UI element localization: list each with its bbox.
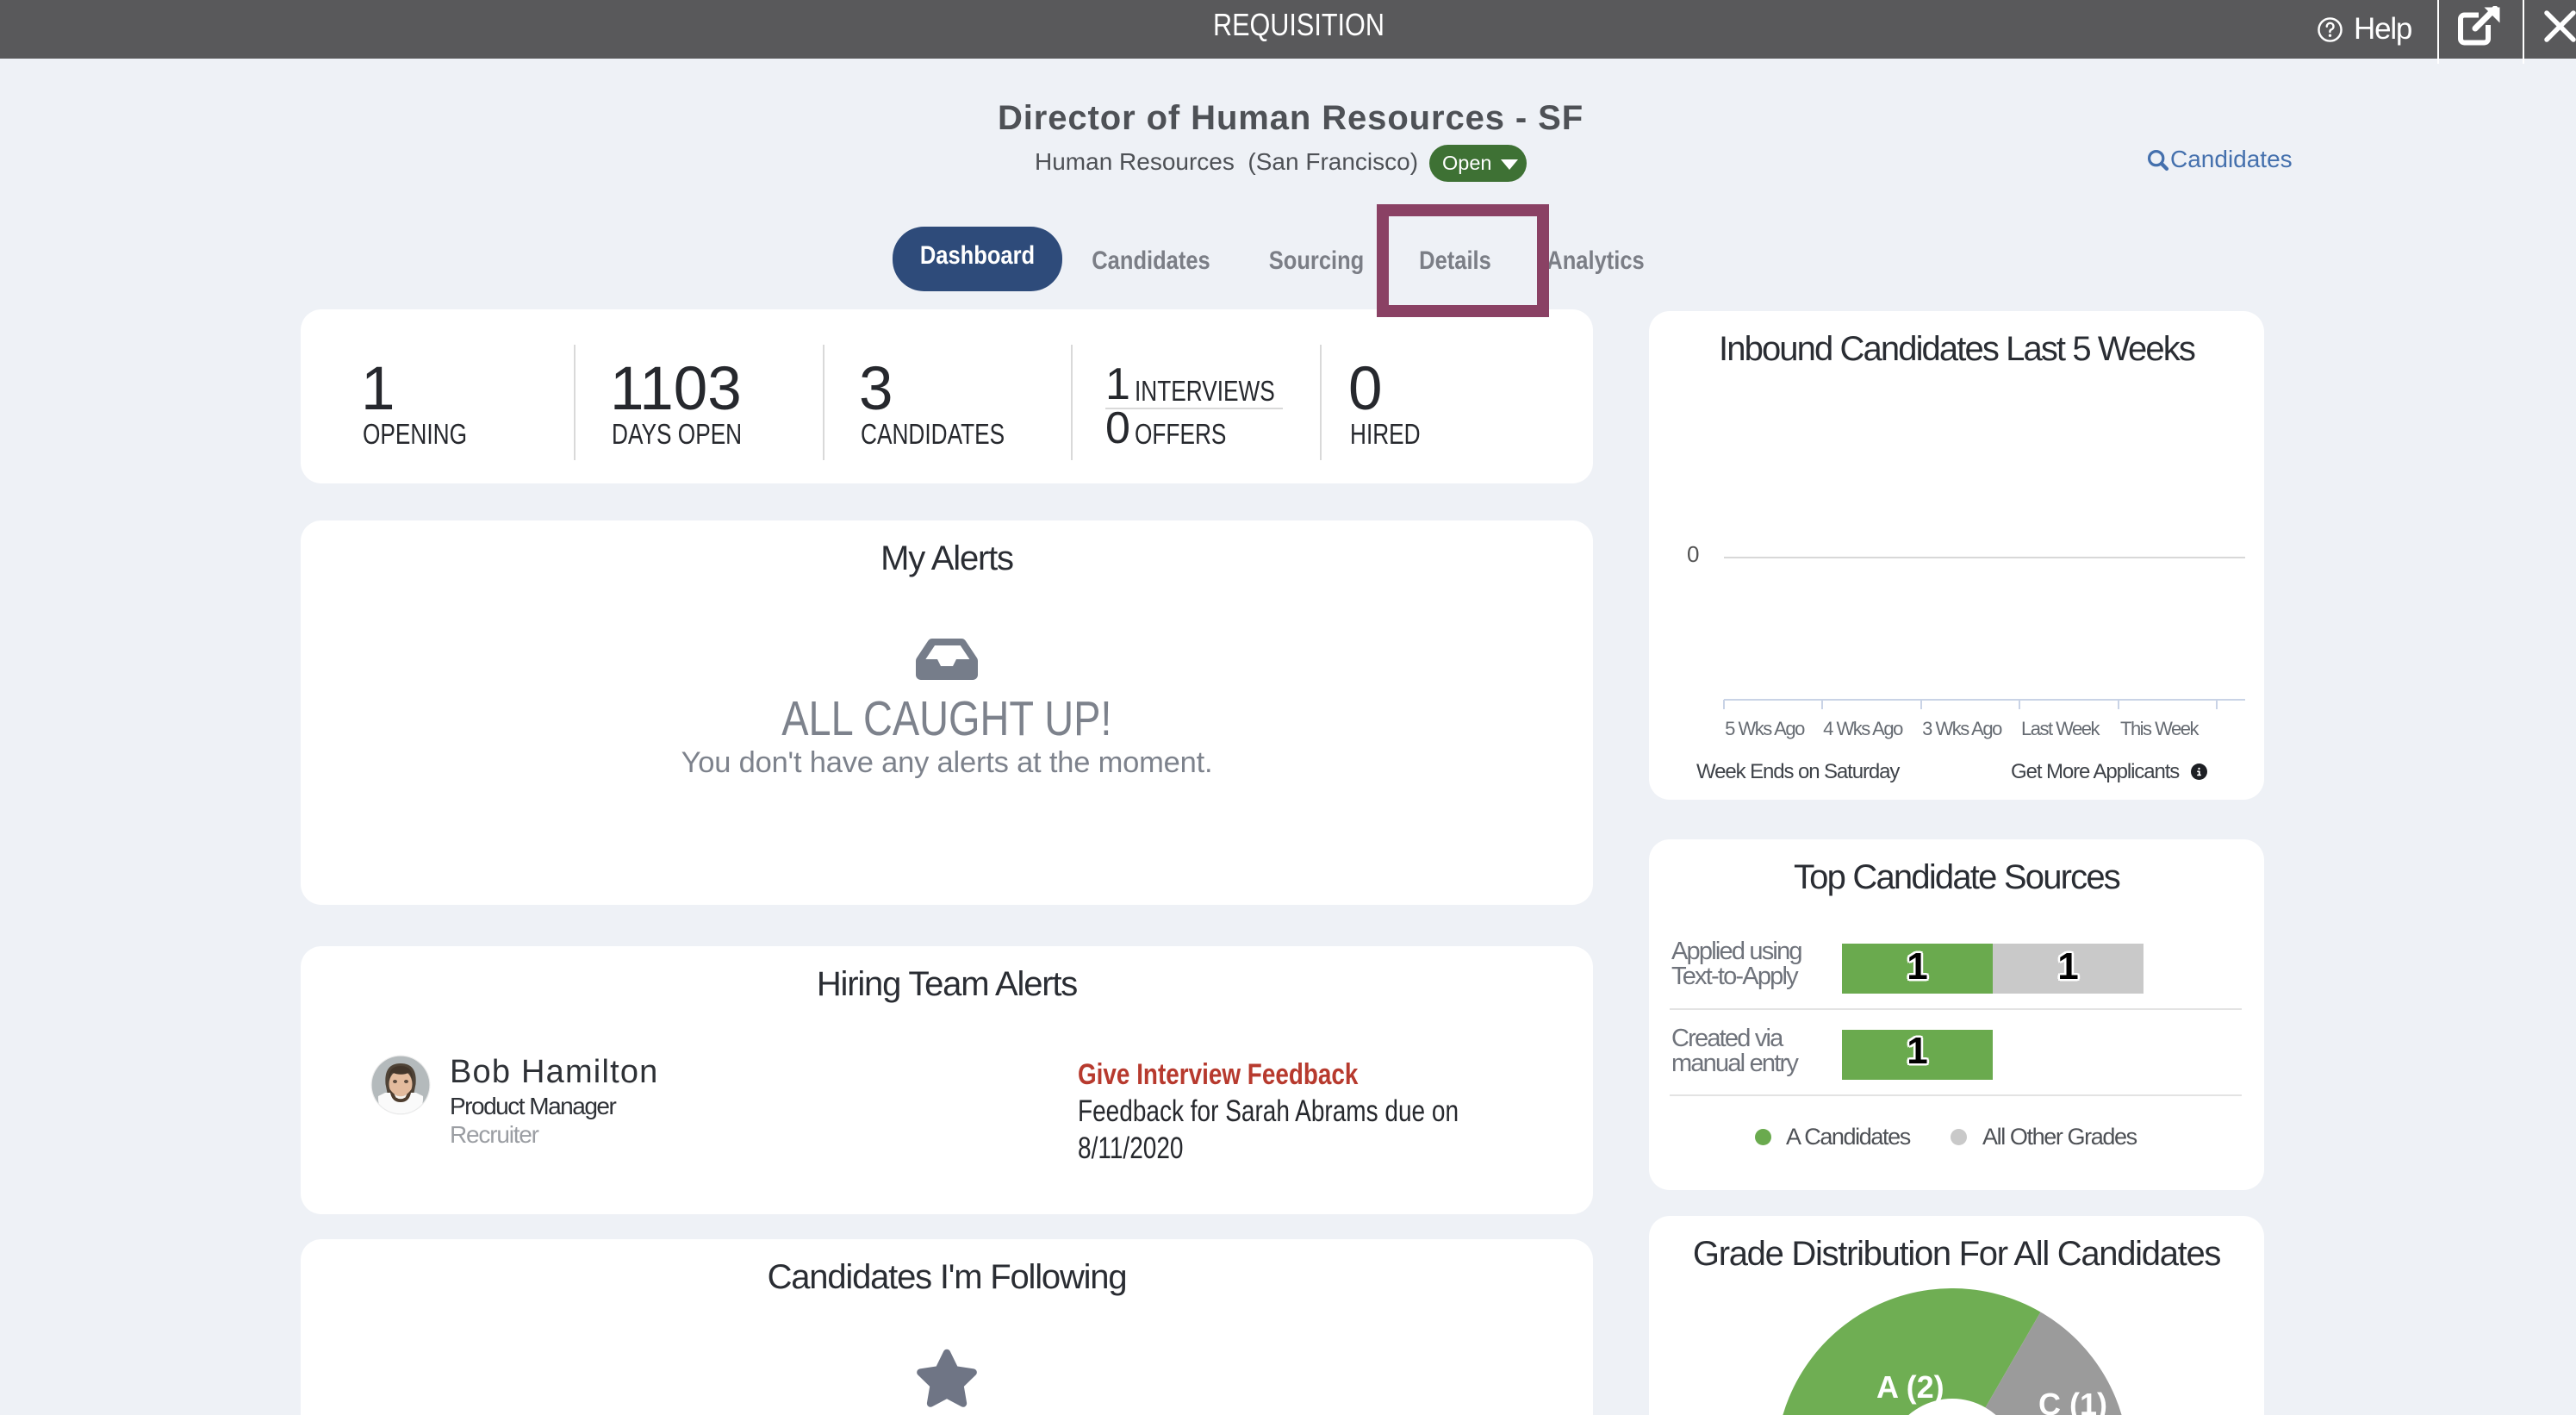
svg-text:A (2): A (2) bbox=[1876, 1369, 1944, 1405]
svg-text:C (1): C (1) bbox=[2038, 1387, 2107, 1415]
